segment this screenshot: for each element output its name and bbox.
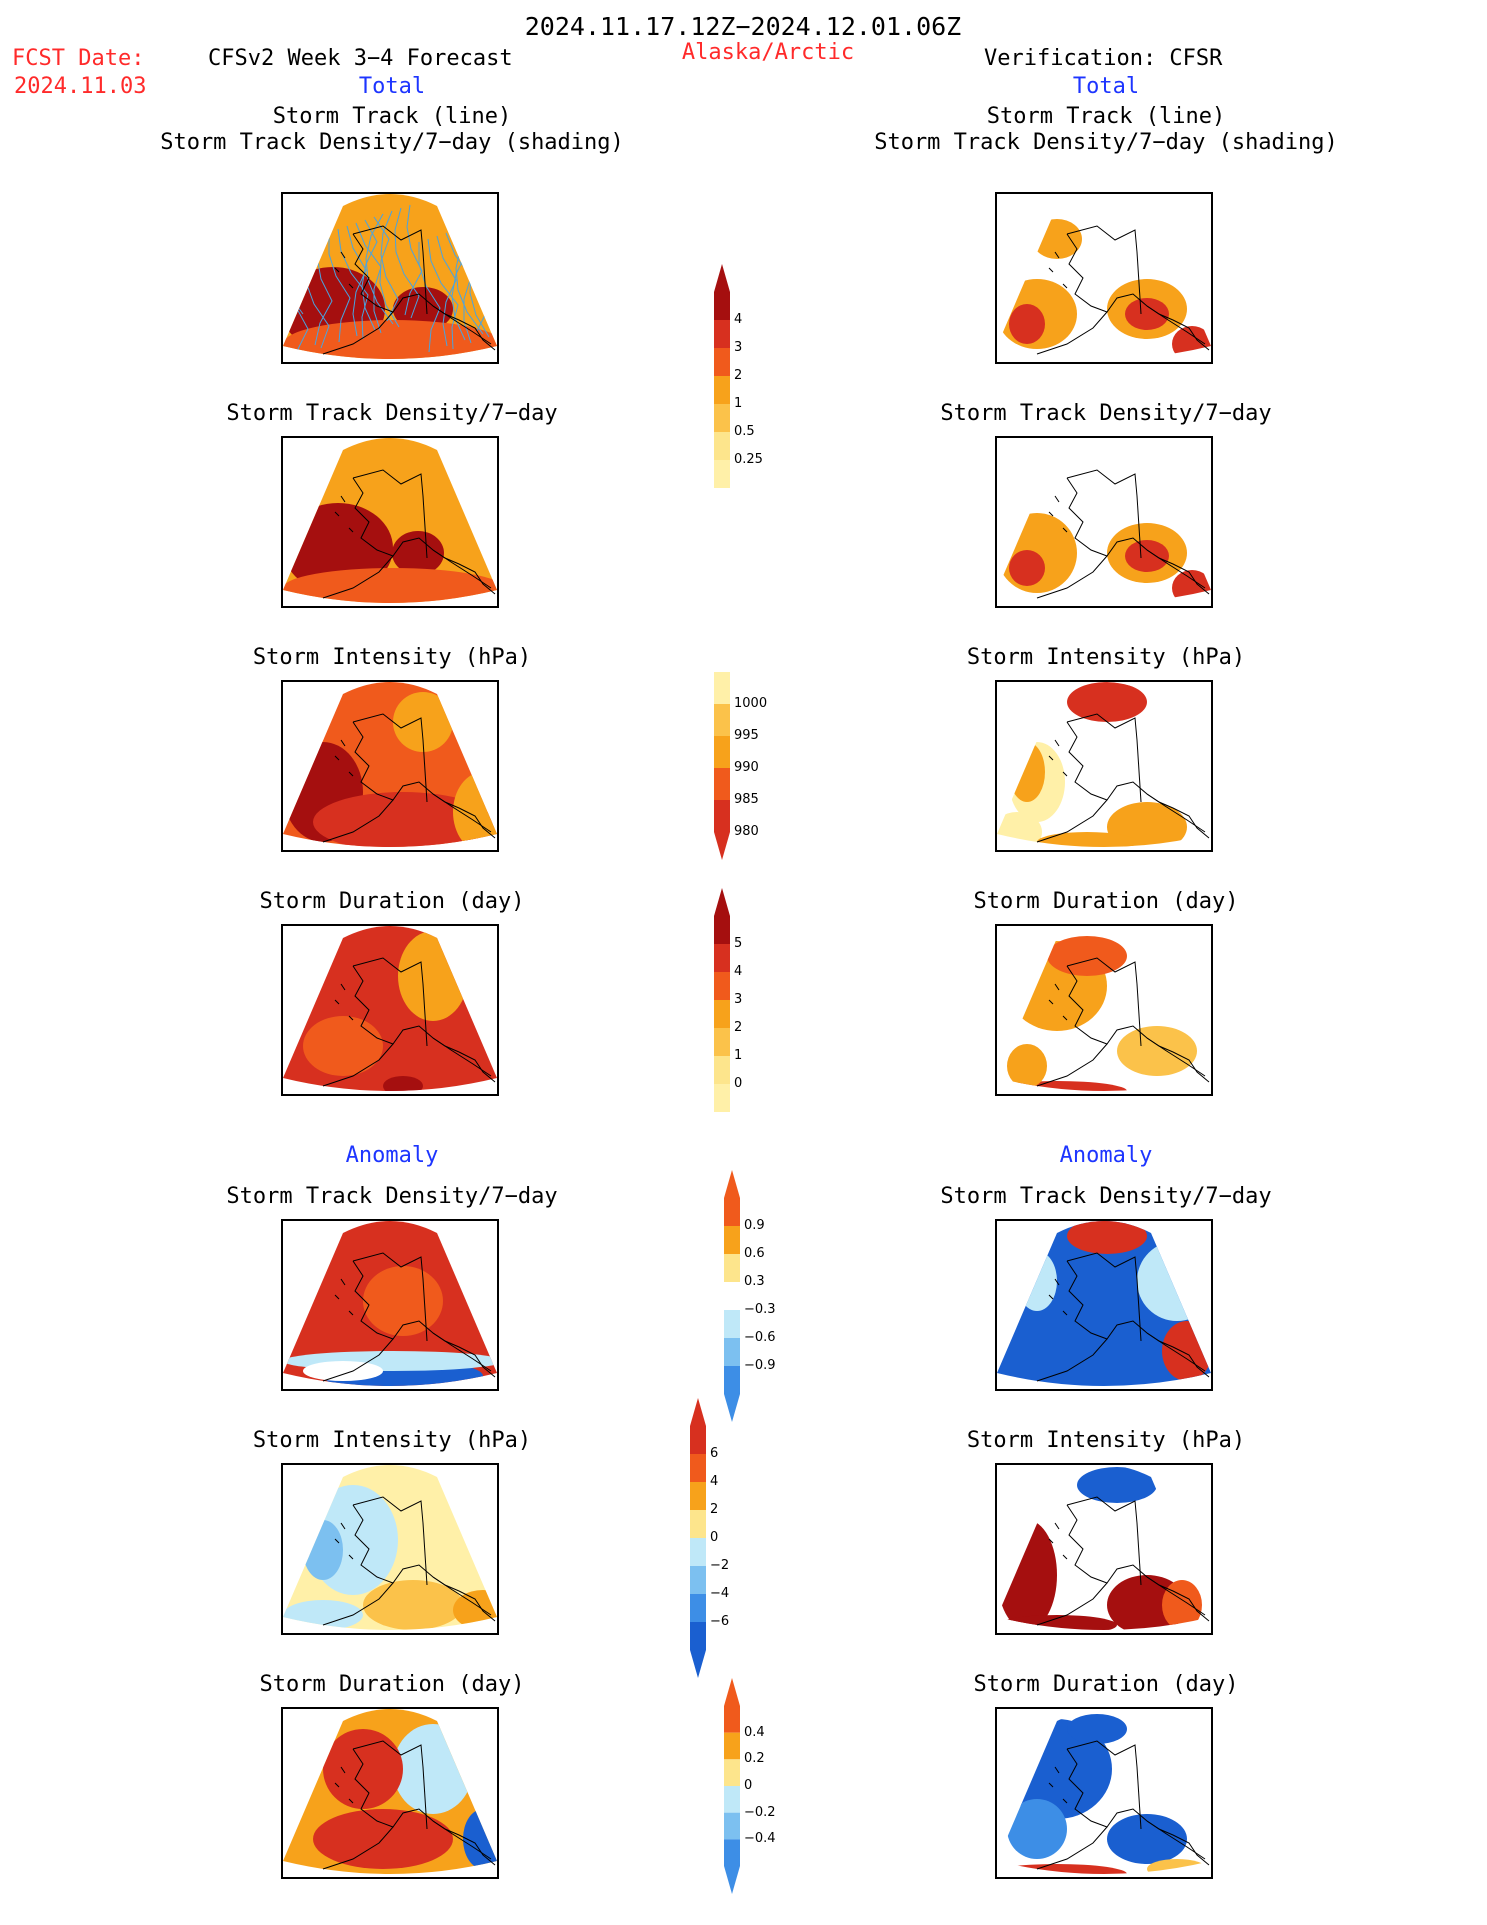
map-fcst-track [281, 192, 499, 364]
colorbar-tick-label: 4 [734, 964, 743, 979]
section-anomaly-left: Anomaly [345, 1143, 439, 1168]
section-total-left: Total [358, 74, 426, 99]
colorbar-tick-label: 995 [734, 728, 759, 743]
map-shading [997, 438, 1211, 603]
colorbar-tick-label: −0.6 [744, 1330, 776, 1345]
panel-title: Storm Intensity (hPa) [252, 645, 532, 670]
model-title: CFSv2 Week 3−4 Forecast [208, 46, 513, 71]
colorbar-tick-label: −0.9 [744, 1358, 776, 1373]
map-fcst-density [281, 436, 499, 608]
colorbar-tick-label: 0.4 [744, 1724, 765, 1740]
panel-title: Storm Duration (day) [973, 889, 1239, 914]
colorbar-tick-label: 980 [734, 824, 759, 839]
fcst-date-value: 2024.11.03 [14, 74, 147, 99]
colorbar-tick-label: 4 [710, 1474, 719, 1489]
colorbar-tick-label: 985 [734, 792, 759, 807]
map-shading [997, 1709, 1211, 1874]
forecast-period: 2024.11.17.12Z−2024.12.01.06Z [524, 12, 962, 41]
colorbar-tick-label: 0.9 [744, 1218, 765, 1233]
colorbar-tick-label: 3 [734, 992, 743, 1007]
map-shading [283, 194, 497, 359]
map-cfsr-density-anomaly [995, 1219, 1213, 1391]
colorbar-tick-label: 1 [734, 396, 743, 411]
map-cfsr-intensity-anomaly [995, 1463, 1213, 1635]
panel-title: Storm Track (line) [272, 104, 512, 129]
map-shading [997, 194, 1211, 359]
panel-title: Storm Duration (day) [973, 1672, 1239, 1697]
panel-title: Storm Track Density/7−day (shading) [160, 130, 624, 155]
map-shading [283, 1709, 497, 1874]
colorbar-tick-label: −0.2 [744, 1804, 776, 1820]
colorbar-tick-label: 1 [734, 1048, 743, 1063]
map-shading [283, 682, 497, 847]
colorbar-tick-label: 0.5 [734, 424, 755, 439]
verification-title: Verification: CFSR [984, 46, 1223, 71]
region-title: Alaska/Arctic [681, 40, 855, 65]
map-shading [283, 1221, 497, 1386]
colorbar-tick-label: 990 [734, 760, 759, 775]
map-shading [283, 926, 497, 1091]
colorbar-tick-label: 0.6 [744, 1246, 765, 1261]
map-cfsr-duration-anomaly [995, 1707, 1213, 1879]
colorbar-tick-label: −2 [710, 1558, 730, 1573]
map-fcst-intensity [281, 680, 499, 852]
colorbar-tick-label: 0 [744, 1778, 753, 1793]
section-total-right: Total [1072, 74, 1140, 99]
map-fcst-duration [281, 924, 499, 1096]
colorbar-tick-label: 0 [710, 1530, 719, 1545]
map-fcst-intensity-anomaly [281, 1463, 499, 1635]
colorbar-tick-label: 2 [710, 1502, 719, 1517]
colorbar-tick-label: 4 [734, 312, 743, 327]
map-shading [997, 1465, 1211, 1630]
colorbar-tick-label: −6 [710, 1614, 730, 1629]
panel-title: Storm Track Density/7−day [226, 1184, 558, 1209]
map-shading [283, 1465, 497, 1630]
panel-title: Storm Track Density/7−day [226, 401, 558, 426]
section-anomaly-right: Anomaly [1059, 1143, 1153, 1168]
panel-title: Storm Intensity (hPa) [966, 645, 1246, 670]
map-shading [997, 682, 1211, 847]
colorbar-tick-label: 0 [734, 1076, 743, 1091]
map-fcst-duration-anomaly [281, 1707, 499, 1879]
colorbar-tick-label: 1000 [734, 696, 768, 711]
map-cfsr-track [995, 192, 1213, 364]
colorbar-tick-label: −0.3 [744, 1302, 776, 1317]
panel-title: Storm Intensity (hPa) [252, 1428, 532, 1453]
map-shading [997, 1221, 1211, 1386]
colorbar-tick-label: 2 [734, 1020, 743, 1035]
colorbar-tick-label: 0.25 [734, 452, 763, 467]
panel-title: Storm Track Density/7−day [940, 1184, 1272, 1209]
colorbar-tick-label: −0.4 [744, 1831, 776, 1847]
colorbar-tick-label: −4 [710, 1586, 730, 1601]
map-fcst-density-anomaly [281, 1219, 499, 1391]
panel-title: Storm Intensity (hPa) [966, 1428, 1246, 1453]
panel-title: Storm Duration (day) [259, 1672, 525, 1697]
panel-title: Storm Track Density/7−day [940, 401, 1272, 426]
colorbar-tick-label: 0.2 [744, 1751, 765, 1767]
panel-title: Storm Duration (day) [259, 889, 525, 914]
colorbar-tick-label: 0.3 [744, 1274, 765, 1289]
panel-title: Storm Track (line) [986, 104, 1226, 129]
map-cfsr-density [995, 436, 1213, 608]
map-cfsr-intensity [995, 680, 1213, 852]
colorbar-tick-label: 2 [734, 368, 743, 383]
colorbar-tick-label: 5 [734, 936, 743, 951]
colorbar-tick-label: 6 [710, 1446, 719, 1461]
colorbar-tick-label: 3 [734, 340, 743, 355]
map-cfsr-duration [995, 924, 1213, 1096]
fcst-date-label: FCST Date: [12, 46, 145, 71]
map-shading [997, 926, 1211, 1091]
panel-title: Storm Track Density/7−day (shading) [874, 130, 1338, 155]
map-shading [283, 438, 497, 603]
